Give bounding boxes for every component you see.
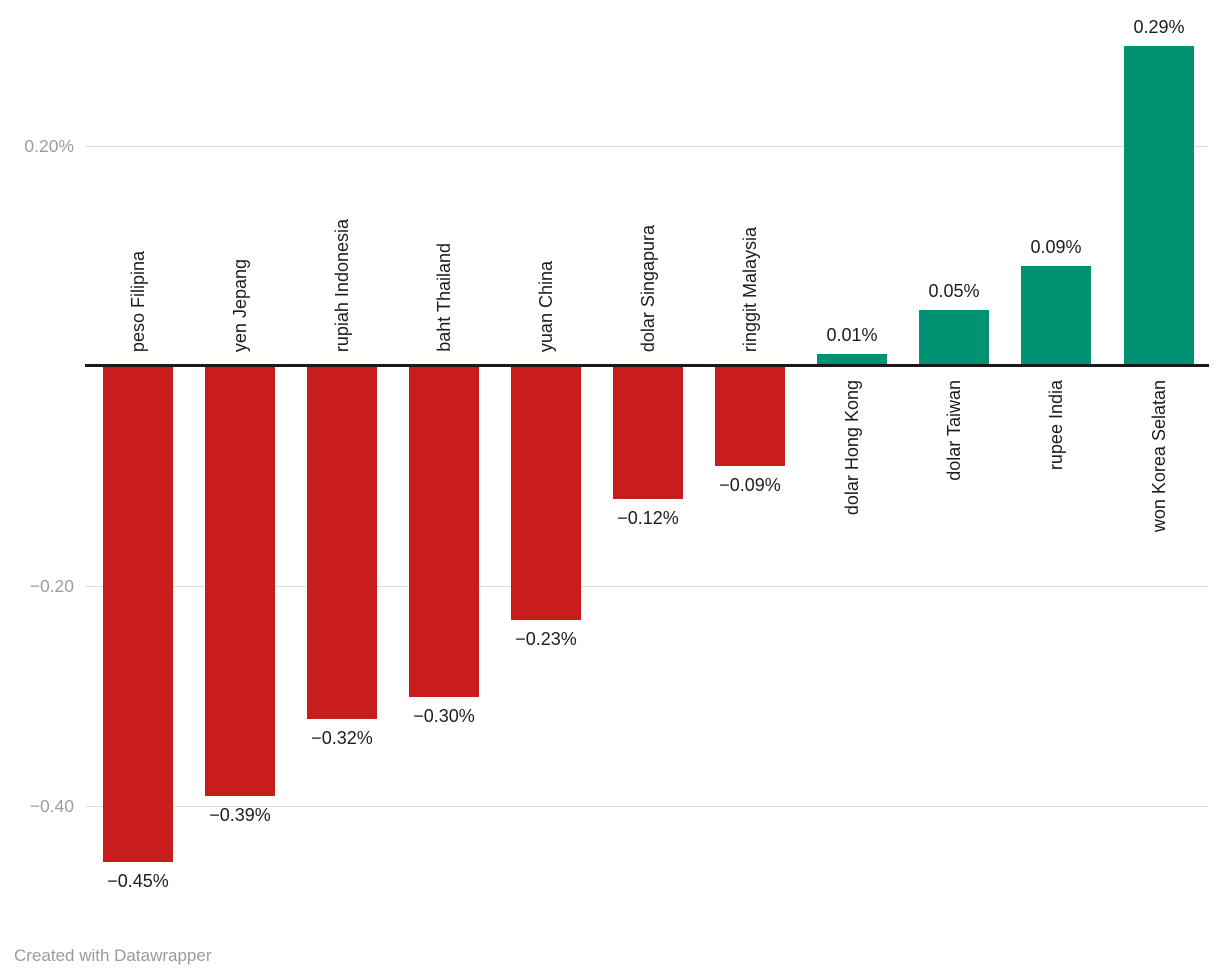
y-axis-tick-label: −0.20	[29, 576, 74, 596]
bar	[613, 367, 683, 499]
bar-category-label: ringgit Malaysia	[740, 226, 760, 352]
bar-value-label: −0.23%	[515, 629, 577, 649]
bar	[103, 367, 173, 862]
bar-category-label: baht Thailand	[434, 243, 454, 352]
bar	[1021, 266, 1091, 365]
bar-value-label: 0.29%	[1133, 17, 1185, 37]
bar	[307, 367, 377, 719]
bar	[1124, 46, 1194, 365]
bar-category-label: won Korea Selatan	[1149, 380, 1169, 533]
gridline	[86, 146, 1208, 147]
bar-value-label: −0.45%	[107, 871, 169, 891]
bar	[409, 367, 479, 697]
bar-category-label: yen Jepang	[230, 258, 250, 352]
bar	[715, 367, 785, 466]
datawrapper-credit[interactable]: Created with Datawrapper	[14, 946, 212, 965]
gridline	[86, 806, 1208, 807]
bar-category-label: dolar Taiwan	[944, 380, 964, 481]
bar-category-label: dolar Hong Kong	[842, 380, 862, 516]
y-axis-tick-label: −0.40	[29, 796, 74, 816]
bar-category-label: peso Filipina	[128, 250, 148, 352]
bar	[205, 367, 275, 796]
bar-value-label: −0.30%	[413, 706, 475, 726]
bar-category-label: dolar Singapura	[638, 224, 658, 352]
bar-value-label: 0.01%	[826, 325, 878, 345]
bar-value-label: −0.32%	[311, 728, 373, 748]
bar-category-label: yuan China	[536, 260, 556, 352]
bar	[511, 367, 581, 620]
bar	[817, 354, 887, 365]
gridline	[86, 586, 1208, 587]
bar-category-label: rupee India	[1046, 380, 1066, 471]
bar	[919, 310, 989, 365]
bar-value-label: −0.09%	[719, 475, 781, 495]
y-axis-tick-label: 0.20%	[24, 136, 74, 156]
bar-value-label: 0.05%	[928, 281, 980, 301]
zero-baseline	[85, 364, 1209, 367]
bar-value-label: 0.09%	[1030, 237, 1082, 257]
bar-category-label: rupiah Indonesia	[332, 218, 352, 352]
bar-value-label: −0.39%	[209, 805, 271, 825]
bar-value-label: −0.12%	[617, 508, 679, 528]
